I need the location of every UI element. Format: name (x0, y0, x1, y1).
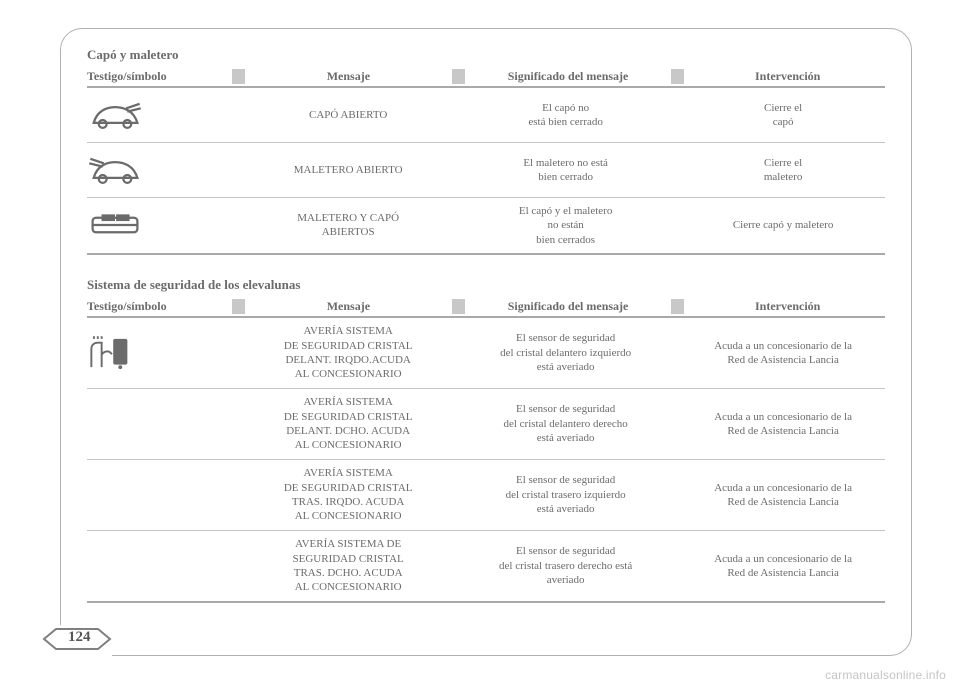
table-row: AVERÍA SISTEMADE SEGURIDAD CRISTALDELANT… (87, 318, 885, 389)
table-row: MALETERO Y CAPÓABIERTOS El capó y el mal… (87, 198, 885, 255)
watermark-text: carmanualsonline.info (825, 668, 946, 682)
table-header-2: Testigo/símbolo Mensaje Significado del … (87, 299, 885, 318)
message-cell: AVERÍA SISTEMADE SEGURIDAD CRISTALDELANT… (246, 324, 450, 381)
icon-cell (87, 210, 233, 240)
header-cell: Significado del mensaje (471, 69, 666, 84)
action-cell: Acuda a un concesionario de laRed de Asi… (681, 552, 885, 581)
header-cell: Testigo/símbolo (87, 299, 226, 314)
action-cell: Acuda a un concesionario de laRed de Asi… (681, 481, 885, 510)
icon-cell (87, 335, 233, 371)
icon-cell (87, 100, 233, 130)
meaning-cell: El capó noestá bien cerrado (464, 101, 668, 130)
table-body-2: AVERÍA SISTEMADE SEGURIDAD CRISTALDELANT… (87, 318, 885, 603)
car-both-open-icon (87, 210, 143, 240)
action-cell: Cierre capó y maletero (681, 218, 885, 232)
table-row: AVERÍA SISTEMADE SEGURIDAD CRISTALTRAS. … (87, 460, 885, 531)
window-hand-icon (87, 335, 133, 371)
message-cell: AVERÍA SISTEMADE SEGURIDAD CRISTALDELANT… (246, 395, 450, 452)
header-stripe (671, 299, 684, 314)
message-cell: CAPÓ ABIERTO (246, 108, 450, 122)
section-title-2: Sistema de seguridad de los elevalunas (87, 277, 885, 293)
action-cell: Acuda a un concesionario de laRed de Asi… (681, 410, 885, 439)
header-cell: Intervención (690, 69, 885, 84)
table-header-1: Testigo/símbolo Mensaje Significado del … (87, 69, 885, 88)
message-cell: MALETERO Y CAPÓABIERTOS (246, 211, 450, 240)
message-cell: AVERÍA SISTEMA DESEGURIDAD CRISTALTRAS. … (246, 537, 450, 594)
page-number-badge: 124 (42, 625, 112, 658)
header-stripe (671, 69, 684, 84)
car-hood-open-icon (87, 100, 143, 130)
header-stripe (452, 299, 465, 314)
table-row: AVERÍA SISTEMA DESEGURIDAD CRISTALTRAS. … (87, 531, 885, 603)
table-row: AVERÍA SISTEMADE SEGURIDAD CRISTALDELANT… (87, 389, 885, 460)
page-number: 124 (62, 629, 97, 646)
page-frame: Capó y maletero Testigo/símbolo Mensaje … (60, 28, 912, 656)
header-stripe (452, 69, 465, 84)
header-stripe (232, 299, 245, 314)
meaning-cell: El sensor de seguridaddel cristal traser… (464, 544, 668, 587)
table-row: MALETERO ABIERTO El maletero no estábien… (87, 143, 885, 198)
action-cell: Cierre elcapó (681, 101, 885, 130)
table-body-1: CAPÓ ABIERTO El capó noestá bien cerrado… (87, 88, 885, 255)
meaning-cell: El maletero no estábien cerrado (464, 156, 668, 185)
section-title-1: Capó y maletero (87, 47, 885, 63)
header-cell: Testigo/símbolo (87, 69, 226, 84)
meaning-cell: El sensor de seguridaddel cristal delant… (464, 402, 668, 445)
car-trunk-open-icon (87, 155, 143, 185)
meaning-cell: El capó y el maleterono estánbien cerrad… (464, 204, 668, 247)
header-cell: Mensaje (251, 69, 446, 84)
meaning-cell: El sensor de seguridaddel cristal traser… (464, 473, 668, 516)
icon-cell (87, 155, 233, 185)
meaning-cell: El sensor de seguridaddel cristal delant… (464, 331, 668, 374)
message-cell: MALETERO ABIERTO (246, 163, 450, 177)
table-row: CAPÓ ABIERTO El capó noestá bien cerrado… (87, 88, 885, 143)
header-cell: Mensaje (251, 299, 446, 314)
header-cell: Intervención (690, 299, 885, 314)
header-cell: Significado del mensaje (471, 299, 666, 314)
header-stripe (232, 69, 245, 84)
action-cell: Acuda a un concesionario de laRed de Asi… (681, 339, 885, 368)
action-cell: Cierre elmaletero (681, 156, 885, 185)
message-cell: AVERÍA SISTEMADE SEGURIDAD CRISTALTRAS. … (246, 466, 450, 523)
